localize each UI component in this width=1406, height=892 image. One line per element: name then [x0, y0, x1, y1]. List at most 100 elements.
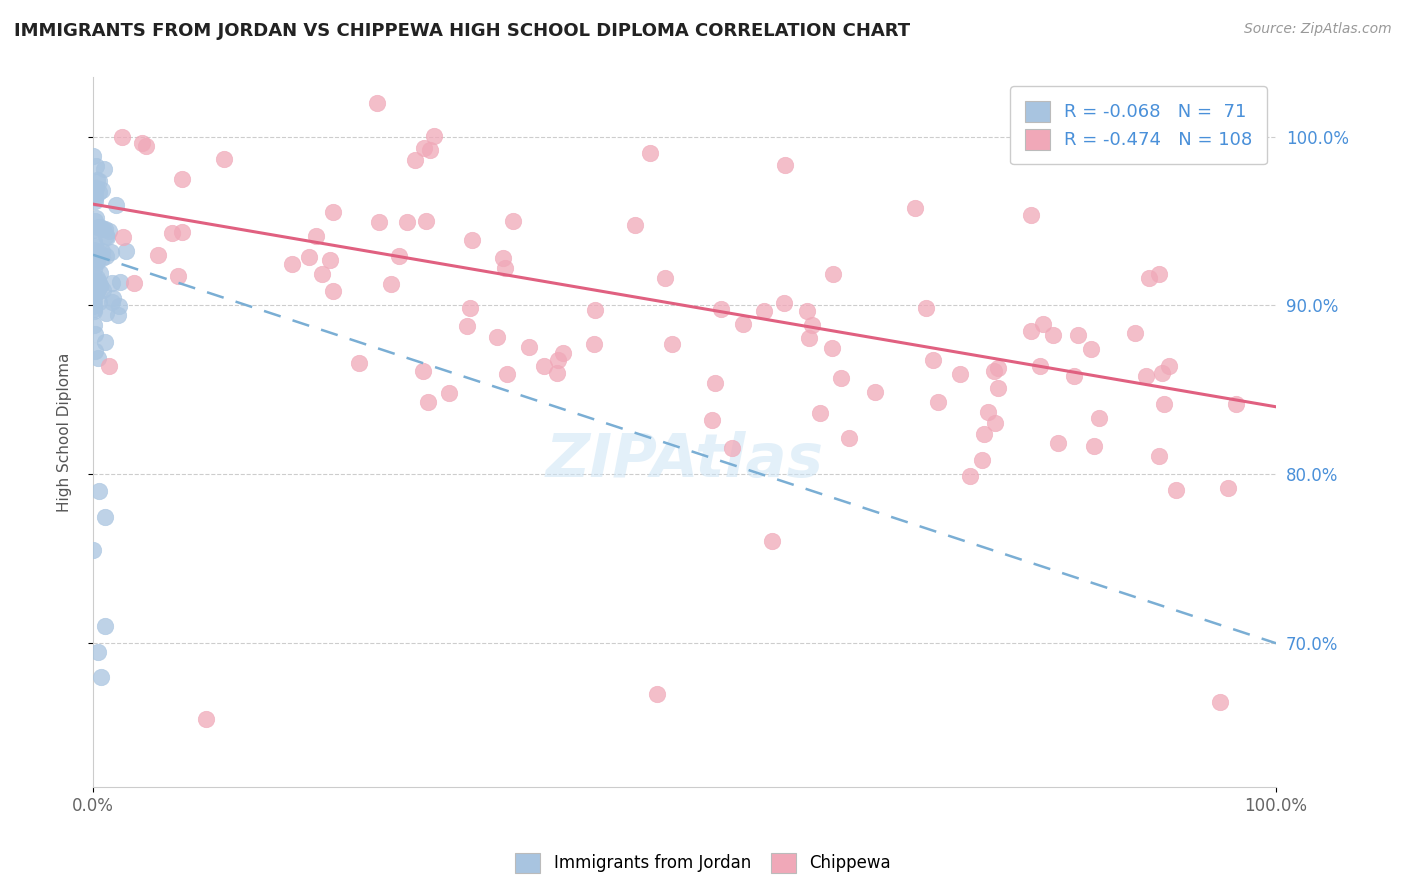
Point	[1218, 482, 1240, 496]
Point	[83, 279, 105, 293]
Point	[115, 244, 138, 258]
Point	[86, 159, 108, 173]
Point	[821, 342, 844, 356]
Point	[1157, 359, 1180, 373]
Point	[959, 469, 981, 483]
Point	[84, 284, 107, 298]
Point	[496, 367, 519, 381]
Point	[773, 295, 796, 310]
Point	[82, 543, 104, 558]
Point	[160, 226, 183, 240]
Point	[461, 233, 484, 247]
Point	[298, 250, 321, 264]
Point	[654, 270, 676, 285]
Point	[624, 218, 647, 232]
Point	[83, 302, 105, 317]
Point	[927, 395, 949, 409]
Point	[721, 441, 744, 455]
Point	[84, 214, 107, 228]
Point	[93, 222, 115, 236]
Point	[1028, 359, 1050, 374]
Point	[987, 381, 1010, 395]
Point	[983, 364, 1005, 378]
Point	[87, 219, 110, 234]
Point	[703, 376, 725, 390]
Point	[86, 255, 108, 269]
Point	[280, 257, 302, 271]
Point	[86, 252, 108, 266]
Point	[404, 153, 426, 167]
Point	[437, 386, 460, 401]
Point	[195, 712, 218, 726]
Point	[797, 331, 820, 345]
Point	[90, 670, 112, 684]
Point	[82, 223, 104, 237]
Point	[492, 252, 515, 266]
Point	[82, 300, 104, 314]
Point	[1225, 397, 1247, 411]
Point	[1021, 324, 1043, 338]
Point	[863, 385, 886, 400]
Point	[1209, 695, 1232, 709]
Point	[86, 173, 108, 187]
Point	[773, 158, 796, 172]
Point	[1137, 271, 1160, 285]
Text: ZIPAtlas: ZIPAtlas	[546, 431, 824, 490]
Point	[96, 229, 118, 244]
Point	[823, 267, 845, 281]
Point	[166, 268, 188, 283]
Point	[89, 266, 111, 280]
Point	[1066, 327, 1088, 342]
Point	[87, 186, 110, 200]
Point	[1080, 342, 1102, 356]
Point	[87, 174, 110, 188]
Point	[987, 360, 1010, 375]
Point	[700, 413, 723, 427]
Point	[460, 301, 482, 315]
Legend: Immigrants from Jordan, Chippewa: Immigrants from Jordan, Chippewa	[509, 847, 897, 880]
Point	[801, 318, 824, 332]
Legend: R = -0.068   N =  71, R = -0.474   N = 108: R = -0.068 N = 71, R = -0.474 N = 108	[1010, 87, 1267, 164]
Point	[89, 220, 111, 235]
Point	[101, 276, 124, 290]
Point	[83, 238, 105, 252]
Point	[366, 95, 388, 110]
Point	[1153, 397, 1175, 411]
Point	[973, 426, 995, 441]
Point	[91, 283, 114, 297]
Point	[1019, 208, 1042, 222]
Point	[83, 234, 105, 248]
Point	[413, 141, 436, 155]
Point	[422, 129, 444, 144]
Point	[984, 416, 1007, 430]
Point	[83, 186, 105, 200]
Point	[419, 143, 441, 157]
Point	[148, 248, 170, 262]
Point	[1166, 483, 1188, 497]
Point	[517, 340, 540, 354]
Point	[322, 205, 344, 219]
Point	[583, 302, 606, 317]
Point	[305, 229, 328, 244]
Point	[1088, 411, 1111, 425]
Point	[83, 304, 105, 318]
Point	[311, 268, 333, 282]
Point	[83, 262, 105, 277]
Point	[86, 351, 108, 366]
Point	[101, 295, 124, 310]
Point	[94, 249, 117, 263]
Point	[84, 327, 107, 342]
Point	[904, 202, 927, 216]
Point	[83, 182, 105, 196]
Point	[1032, 317, 1054, 331]
Point	[388, 249, 411, 263]
Point	[93, 509, 115, 524]
Point	[87, 245, 110, 260]
Point	[970, 452, 993, 467]
Point	[86, 181, 108, 195]
Point	[977, 405, 1000, 419]
Point	[170, 171, 193, 186]
Point	[83, 191, 105, 205]
Point	[1147, 267, 1170, 281]
Point	[83, 298, 105, 312]
